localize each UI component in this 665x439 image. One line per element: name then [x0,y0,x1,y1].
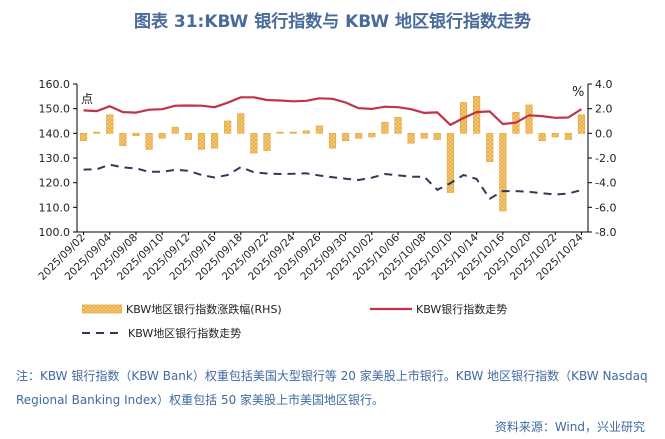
bar-change-24 [394,117,402,134]
bar-change-5 [145,133,153,150]
bar-change-4 [132,133,140,137]
bar-change-10 [211,133,219,149]
bar-change-37 [564,133,572,140]
bar-change-13 [250,133,258,154]
bar-change-31 [486,133,494,162]
bar-change-2 [106,114,114,134]
bar-change-23 [381,121,389,134]
legend-bar-label: KBW地区银行指数涨跌幅(RHS) [126,303,282,316]
legend-item-bar: KBW地区银行指数涨跌幅(RHS) [82,301,282,317]
right-tick-label: 0.0 [595,127,613,140]
right-tick-label: 4.0 [595,78,613,91]
legend-kbw-label: KBW银行指数走势 [416,303,508,316]
left-tick-label: 150.0 [39,103,71,116]
left-tick-label: 100.0 [39,226,71,239]
chart-title: 图表 31:KBW 银行指数与 KBW 地区银行指数走势 [133,12,532,32]
chart-area: 100.0 110.0 120.0 130.0 140.0 150.0 160.0 -8.0 -… [36,78,616,283]
bar-change-1 [93,131,101,134]
legend-kbw-swatch [370,307,412,311]
bar-change-16 [289,131,297,134]
bar-change-21 [355,133,363,139]
bar-change-20 [342,133,350,142]
bar-change-32 [499,133,507,212]
bar-change-14 [263,133,271,151]
axes-layer [73,83,592,235]
bar-change-6 [158,133,166,139]
right-tick-label: -2.0 [595,152,616,165]
left-axis-unit: 点 [81,92,93,106]
right-tick-label: -6.0 [595,201,616,214]
bar-change-28 [446,133,454,193]
bar-change-27 [433,133,441,140]
bar-change-17 [302,130,310,134]
bar-change-7 [171,126,179,134]
bar-change-30 [473,96,481,134]
bar-change-38 [577,114,586,134]
chart-note: 注：KBW 银行指数（KBW Bank）权重包括美国大型银行等 20 家美股上市… [16,369,648,407]
line-kbw-regional-index [83,163,582,200]
left-tick-label: 130.0 [39,152,71,165]
bar-change-22 [368,133,376,138]
bar-change-26 [420,133,428,139]
bar-change-3 [119,133,127,146]
bar-change-12 [237,113,245,134]
legend-bar-swatch [82,304,122,314]
line-kbw-bank-index [83,96,582,127]
bar-change-34 [525,104,533,134]
left-tick-label: 160.0 [39,78,71,91]
bar-change-25 [407,133,415,144]
legend-item-regional: KBW地区银行指数走势 [82,325,241,341]
right-tick-label: 2.0 [595,103,613,116]
bar-change-36 [551,133,559,138]
right-axis-unit: % [572,85,584,100]
bar-change-8 [184,133,192,140]
bar-change-11 [224,120,232,134]
left-tick-label: 120.0 [39,177,71,190]
bar-change-15 [276,131,284,134]
right-tick-label: -4.0 [595,177,616,190]
right-tick-label: -8.0 [595,226,616,239]
bars-layer [79,96,586,212]
bar-change-9 [197,133,206,150]
bar-change-18 [315,125,323,134]
chart-source: 资料来源：Wind，兴业研究 [494,420,645,434]
left-tick-label: 140.0 [39,127,71,140]
bar-change-19 [328,133,337,149]
legend-regional-swatch [82,332,124,334]
left-tick-label: 110.0 [39,201,71,214]
lines-layer [83,96,582,200]
bar-change-35 [538,133,546,142]
legend-item-kbw: KBW银行指数走势 [370,301,507,317]
legend-regional-label: KBW地区银行指数走势 [128,327,242,340]
bar-change-0 [79,133,88,142]
